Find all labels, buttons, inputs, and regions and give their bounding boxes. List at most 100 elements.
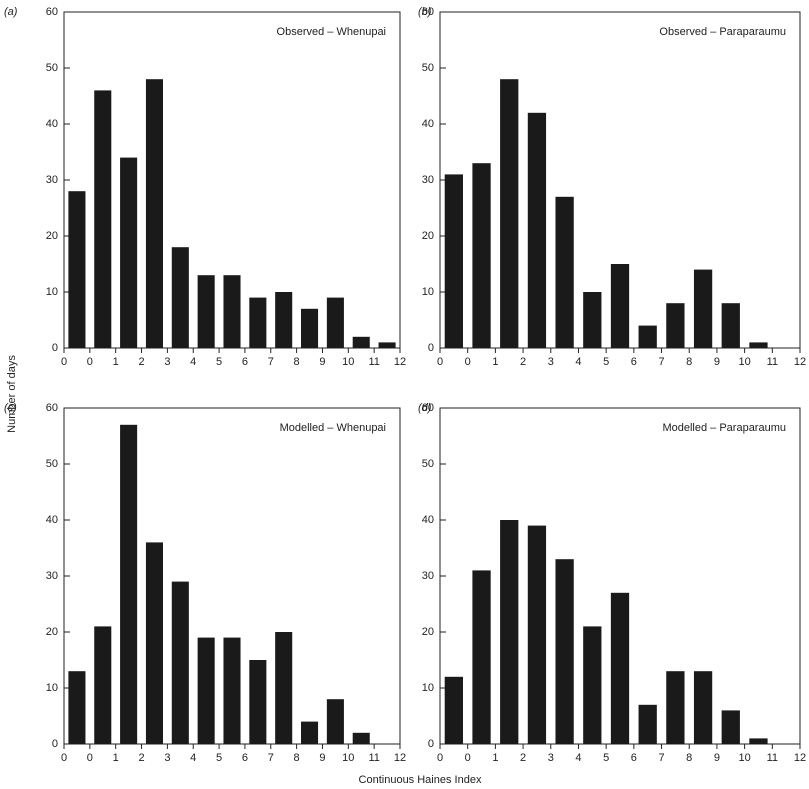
x-tick-label: 12: [394, 356, 406, 368]
x-axis-label: Continuous Haines Index: [359, 774, 482, 786]
bar: [472, 163, 491, 348]
x-tick-label: 0: [61, 752, 67, 764]
bar: [120, 157, 138, 348]
bar: [610, 264, 630, 348]
x-tick-label: 12: [794, 752, 806, 764]
x-tick-label: 8: [294, 356, 300, 368]
y-tick-label: 50: [46, 62, 58, 74]
x-tick-label: 4: [575, 752, 581, 764]
x-tick-label: 11: [368, 356, 379, 368]
bar: [555, 196, 574, 348]
x-tick-label: 9: [714, 356, 720, 368]
bar: [301, 721, 319, 744]
bar: [378, 342, 396, 348]
bar: [749, 342, 768, 348]
x-tick-label: 1: [492, 752, 498, 764]
x-tick-label: 2: [138, 752, 144, 764]
x-tick-label: 12: [394, 752, 406, 764]
y-tick-label: 0: [428, 342, 434, 354]
x-tick-label: 0: [437, 752, 443, 764]
x-tick-label: 11: [767, 752, 778, 764]
bar: [721, 303, 740, 348]
bar: [326, 297, 344, 348]
bar: [500, 79, 519, 348]
x-tick-label: 2: [520, 356, 526, 368]
bar: [472, 570, 491, 744]
bar: [583, 292, 602, 348]
x-tick-label: 0: [465, 752, 471, 764]
bar: [171, 581, 189, 744]
y-tick-label: 0: [52, 738, 58, 750]
x-tick-label: 2: [520, 752, 526, 764]
x-tick-label: 6: [631, 356, 637, 368]
x-tick-label: 10: [342, 356, 354, 368]
y-tick-label: 10: [422, 682, 434, 694]
y-tick-label: 20: [422, 626, 434, 638]
bar: [638, 704, 657, 744]
bar: [249, 660, 267, 744]
bar: [638, 325, 657, 348]
x-tick-label: 10: [342, 752, 354, 764]
x-tick-label: 6: [631, 752, 637, 764]
bar: [145, 79, 163, 348]
x-tick-label: 4: [190, 752, 196, 764]
y-axis-label: Number of days: [6, 355, 18, 433]
x-tick-label: 5: [216, 356, 222, 368]
y-tick-label: 40: [46, 118, 58, 130]
x-tick-label: 10: [738, 356, 750, 368]
bar: [721, 710, 740, 744]
bar: [693, 671, 713, 744]
bar: [275, 632, 293, 744]
bar: [555, 559, 574, 744]
bar: [120, 424, 138, 744]
x-tick-label: 6: [242, 752, 248, 764]
x-tick-label: 5: [603, 752, 609, 764]
x-tick-label: 3: [548, 356, 554, 368]
bar: [94, 90, 112, 349]
panel-label: (c): [4, 402, 17, 414]
x-tick-label: 0: [61, 356, 67, 368]
y-tick-label: 40: [422, 118, 434, 130]
bar: [352, 732, 370, 744]
bar: [145, 542, 163, 744]
bar: [500, 520, 519, 744]
bar: [171, 247, 189, 348]
x-tick-label: 3: [548, 752, 554, 764]
panel-title: Observed – Paraparaumu: [659, 26, 786, 38]
y-tick-label: 30: [46, 570, 58, 582]
bar: [527, 525, 547, 744]
bar: [301, 308, 319, 348]
bar: [749, 738, 768, 744]
bar: [197, 275, 215, 348]
bar: [444, 676, 463, 744]
x-tick-label: 1: [113, 356, 119, 368]
y-tick-label: 10: [422, 286, 434, 298]
y-tick-label: 50: [422, 458, 434, 470]
bar: [275, 292, 293, 348]
y-tick-label: 30: [46, 174, 58, 186]
y-tick-label: 50: [46, 458, 58, 470]
panel-label: (d): [418, 402, 432, 414]
x-tick-label: 3: [164, 356, 170, 368]
bar: [68, 671, 86, 744]
y-tick-label: 20: [46, 626, 58, 638]
x-tick-label: 0: [87, 356, 93, 368]
bar: [666, 671, 685, 744]
bar: [583, 626, 602, 744]
x-tick-label: 8: [294, 752, 300, 764]
y-tick-label: 20: [422, 230, 434, 242]
x-tick-label: 0: [437, 356, 443, 368]
bar: [610, 592, 630, 744]
panel-title: Modelled – Paraparaumu: [662, 422, 786, 434]
y-tick-label: 60: [422, 402, 434, 414]
x-tick-label: 6: [242, 356, 248, 368]
x-tick-label: 3: [164, 752, 170, 764]
bar: [666, 303, 685, 348]
x-tick-label: 12: [794, 356, 806, 368]
x-tick-label: 8: [686, 752, 692, 764]
x-tick-label: 1: [113, 752, 119, 764]
y-tick-label: 60: [422, 6, 434, 18]
x-tick-label: 0: [87, 752, 93, 764]
x-tick-label: 7: [658, 356, 664, 368]
